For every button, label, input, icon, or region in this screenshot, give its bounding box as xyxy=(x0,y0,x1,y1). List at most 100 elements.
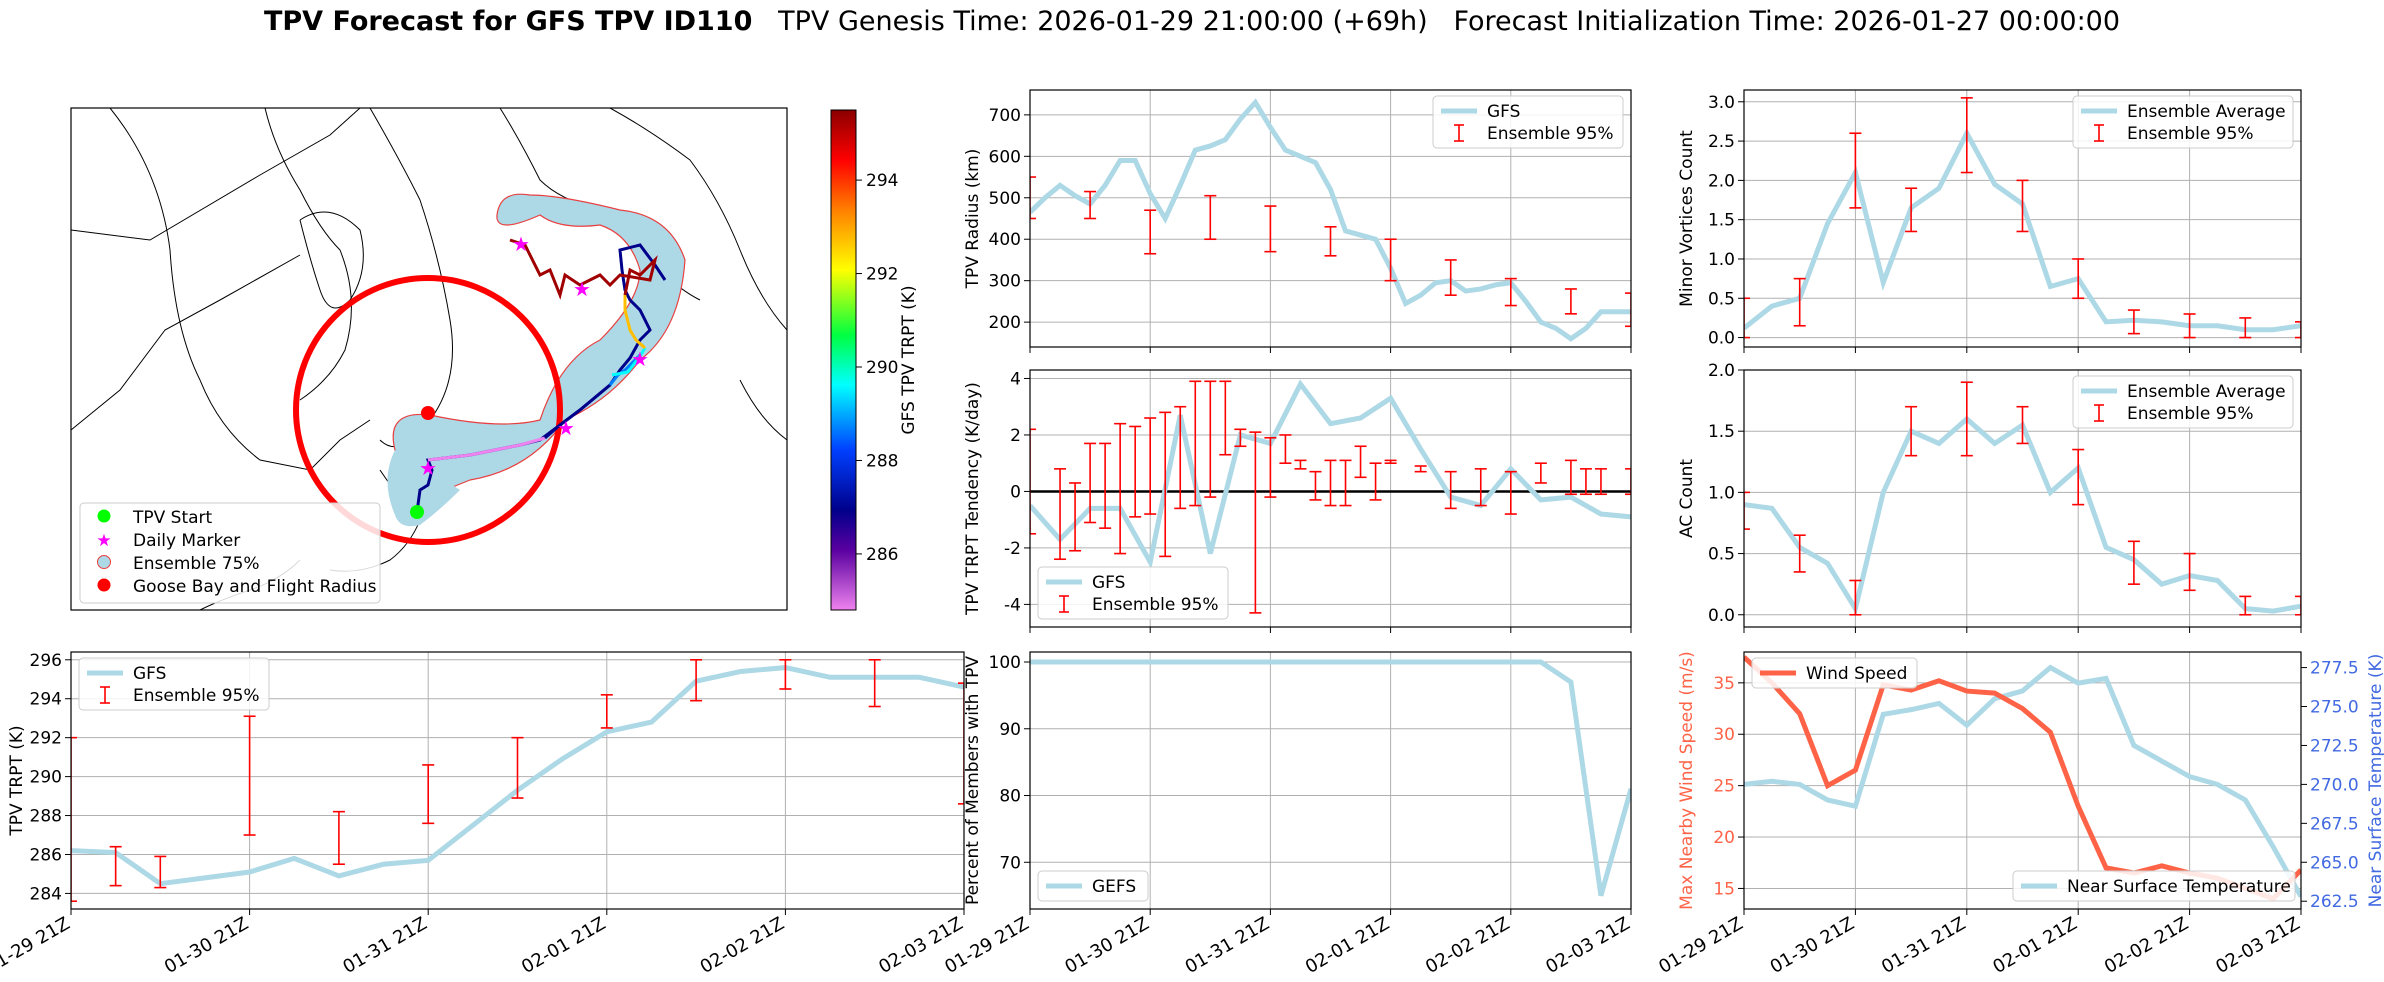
ac-ytick-label-1: 0.5 xyxy=(1708,545,1735,565)
chart-radius: 200 300 400 500 600 700 TPV Radius (km) GFSEnse… xyxy=(963,89,1632,353)
ac-legend-box xyxy=(2072,375,2294,429)
genesis-time: TPV Genesis Time: 2026-01-29 21:00:00 (+… xyxy=(778,6,1428,37)
trpt-xtick-label-2: 01-31 21Z xyxy=(339,913,430,978)
ac-legend-label: Ensemble Average xyxy=(2127,382,2286,402)
radius-ytick-label-1: 300 xyxy=(989,272,1021,292)
coast-baffin xyxy=(264,108,352,401)
trpt-ytick-label-4: 292 xyxy=(30,729,62,749)
members-xtick-label-3: 02-01 21Z xyxy=(1302,913,1393,978)
tendency-main-line xyxy=(1030,379,1631,570)
trpt-legend-box xyxy=(78,657,270,711)
tpv-track-early xyxy=(415,243,667,513)
ac-legend-err-label: Ensemble 95% xyxy=(2127,404,2254,424)
ac-ytick-label-4: 2.0 xyxy=(1708,361,1735,381)
tendency-legend-err-label: Ensemble 95% xyxy=(1092,595,1219,615)
wind-ytick2-label-1: 265.0 xyxy=(2310,853,2359,873)
radius-series-group xyxy=(1030,98,1631,342)
minor-ylabel: Minor Vortices Count xyxy=(1677,130,1697,307)
minor-ytick-label-6: 3.0 xyxy=(1708,93,1735,113)
wind-ytick-label-2: 25 xyxy=(1713,777,1735,797)
colorbar-tick-label-286: 286 xyxy=(866,545,898,565)
members-main-line xyxy=(1030,659,1631,897)
members-legend-label: GEFS xyxy=(1092,877,1136,897)
wind-legend-wind-label: Wind Speed xyxy=(1806,664,1907,684)
members-xtick-label-2: 01-31 21Z xyxy=(1182,913,1273,978)
colorbar-label: GFS TPV TRPT (K) xyxy=(899,285,919,434)
minor-frame xyxy=(1743,89,2302,348)
wind-xtick-label-4: 02-02 21Z xyxy=(2101,913,2192,978)
wind-ytick-label-4: 35 xyxy=(1713,674,1735,694)
wind-xtick-label-2: 01-31 21Z xyxy=(1878,913,1969,978)
members-xtick-label-1: 01-30 21Z xyxy=(1061,913,1152,978)
wind-ytick-label-1: 20 xyxy=(1713,828,1735,848)
trpt-ytick-label-1: 286 xyxy=(30,845,62,865)
radius-ytick-label-3: 500 xyxy=(989,189,1021,209)
map-panel: ★ ★ ★ ★ ★ TPV Start ★ Daily Marker Ensem… xyxy=(70,107,919,611)
trpt-ylabel: TPV TRPT (K) xyxy=(7,725,27,836)
minor-series-group xyxy=(1744,97,2301,339)
radius-ytick-label-0: 200 xyxy=(989,313,1021,333)
members-ytick-label-0: 70 xyxy=(999,853,1021,873)
chart-ac: 0.0 0.5 1.0 1.5 2.0 AC Count Ensemble AverageE… xyxy=(1677,361,2302,633)
radius-ylabel: TPV Radius (km) xyxy=(963,149,983,290)
tendency-ytick-label-3: 2 xyxy=(1010,426,1021,446)
tpv-track-yellow xyxy=(623,295,646,350)
map-legend: TPV Start ★ Daily Marker Ensemble 75% Go… xyxy=(79,502,381,604)
trpt-xtick-label-0: 01-29 21Z xyxy=(0,913,74,978)
radius-ytick-label-4: 600 xyxy=(989,147,1021,167)
tendency-ytick-label-4: 4 xyxy=(1010,369,1021,389)
colorbar-tick-label-288: 288 xyxy=(866,451,898,471)
radius-main-line xyxy=(1030,98,1631,342)
wind-ytick-label-0: 15 xyxy=(1713,879,1735,899)
trpt-ytick-label-2: 288 xyxy=(30,807,62,827)
members-series-group xyxy=(1030,659,1631,897)
radius-legend-label: GFS xyxy=(1487,102,1520,122)
chart-wind: 01-29 21Z 01-30 21Z 01-31 21Z 02-01 21Z 02-0… xyxy=(1655,651,2384,978)
colorbar-gradient xyxy=(830,109,857,611)
legend-goose-icon xyxy=(97,578,111,592)
init-time: Forecast Initialization Time: 2026-01-27… xyxy=(1453,6,2121,37)
trpt-xtick-label-4: 02-02 21Z xyxy=(697,913,788,978)
wind-legend-temp-label: Near Surface Temperature xyxy=(2067,877,2291,897)
members-ytick-label-2: 90 xyxy=(999,720,1021,740)
chart-minor: 0.0 0.5 1.0 1.5 2.0 2.5 3.0 Minor Vortices Coun… xyxy=(1677,89,2302,353)
tendency-ytick-label-1: -2 xyxy=(1004,539,1021,559)
members-legend-box xyxy=(1037,870,1149,902)
wind-xtick-label-3: 02-01 21Z xyxy=(1989,913,2080,978)
daily-marker-4: ★ xyxy=(573,277,591,301)
tendency-ylabel: TPV TRPT Tendency (K/day) xyxy=(963,382,983,616)
wind-ytick-label-3: 30 xyxy=(1713,725,1735,745)
members-ytick-label-1: 80 xyxy=(999,787,1021,807)
legend-start-icon xyxy=(97,509,111,523)
members-ylabel: Percent of Members with TPV xyxy=(963,656,983,905)
tendency-legend-box xyxy=(1037,566,1229,620)
daily-marker-2: ★ xyxy=(557,416,575,440)
ac-ytick-label-2: 1.0 xyxy=(1708,483,1735,503)
figure-title: TPV Forecast for GFS TPV ID110 TPV Genes… xyxy=(0,6,2384,37)
tpv-track-late xyxy=(509,238,658,300)
tpv-track-start xyxy=(427,436,546,462)
map-legend-box xyxy=(79,502,381,604)
tendency-frame xyxy=(1029,369,1632,628)
wind-xtick-label-0: 01-29 21Z xyxy=(1655,913,1746,978)
wind-xtick-label-5: 02-03 21Z xyxy=(2212,913,2303,978)
trpt-ytick-label-0: 284 xyxy=(30,884,62,904)
legend-start-label: TPV Start xyxy=(132,508,213,528)
members-ytick-label-3: 100 xyxy=(989,653,1021,673)
wind-legend-box xyxy=(1751,657,1918,689)
trpt-ytick-label-5: 294 xyxy=(30,690,62,710)
wind-ytick2-label-0: 262.5 xyxy=(2310,892,2359,912)
wind-ylabel2: Near Surface Temperature (K) xyxy=(2366,654,2384,908)
tpv-track-mid xyxy=(544,383,611,440)
daily-marker-5: ★ xyxy=(512,232,530,256)
chart-tendency: -4 -2 0 2 4 TPV TRPT Tendency (K/day) GFSEnsem… xyxy=(963,369,1632,633)
members-frame xyxy=(1029,651,1632,910)
daily-marker-1: ★ xyxy=(419,456,437,480)
minor-legend-err-label: Ensemble 95% xyxy=(2127,124,2254,144)
trpt-series-group xyxy=(71,658,964,903)
members-xtick-label-5: 02-03 21Z xyxy=(1542,913,1633,978)
trpt-ytick-label-6: 296 xyxy=(30,651,62,671)
colorbar-tick-label-294: 294 xyxy=(866,171,898,191)
flight-radius-circle xyxy=(293,275,563,545)
